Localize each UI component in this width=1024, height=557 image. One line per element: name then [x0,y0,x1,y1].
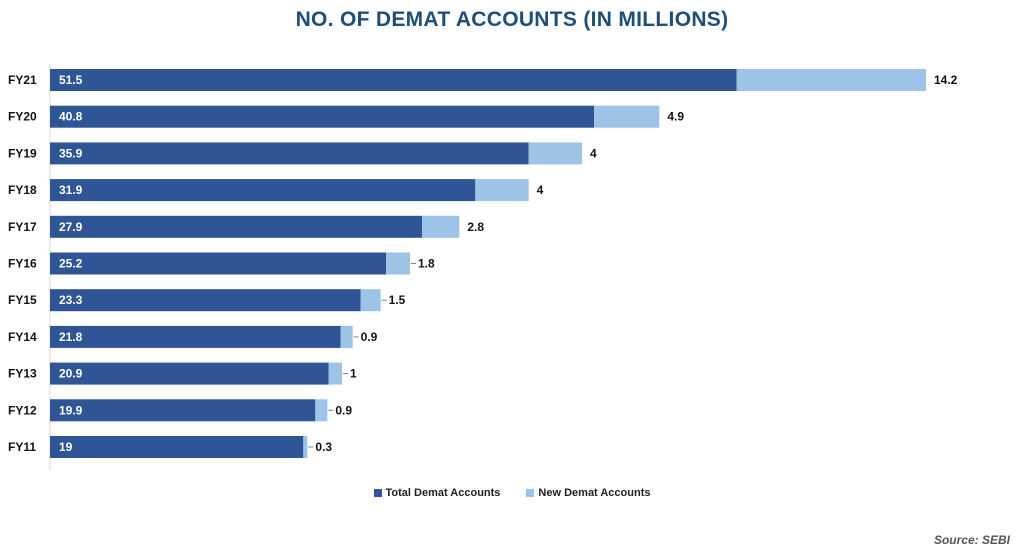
data-label-total: 27.9 [59,220,83,234]
data-label-new: 4 [590,146,597,160]
category-label: FY12 [8,403,37,417]
data-label-new: 1 [350,367,357,381]
data-label-new: 4.9 [667,110,684,124]
category-label: FY16 [8,257,37,271]
legend-swatch-new [526,489,535,497]
category-label: FY13 [8,367,37,381]
bar-new [386,252,410,275]
bar-total [50,436,304,458]
category-label: FY14 [8,330,37,344]
bar-total [50,362,329,385]
bar-total [50,215,422,238]
category-label: FY19 [8,146,37,160]
data-label-total: 40.8 [59,110,83,124]
bar-new [340,325,353,348]
source-note: Source: SEBI [933,533,1010,547]
data-label-total: 19 [59,440,73,454]
bar-new [303,436,308,458]
category-label: FY11 [8,440,36,454]
bar-new [328,362,342,385]
data-label-total: 21.8 [59,330,83,344]
bar-new [736,69,926,91]
bar-new [422,215,460,238]
data-label-total: 31.9 [59,183,83,197]
category-label: FY17 [8,220,37,234]
bar-total [50,69,737,91]
bar-new [594,105,660,128]
bar-total [50,142,529,165]
bar-total [50,399,316,422]
legend-swatch-total [373,489,382,497]
legend-label-new: New Demat Accounts [538,487,651,499]
chart-title: NO. OF DEMAT ACCOUNTS (IN MILLIONS) [295,8,729,31]
legend-item-total: Total Demat Accounts [373,487,501,499]
bar-new [475,179,529,202]
data-label-total: 20.9 [59,367,83,381]
data-label-total: 25.2 [59,257,83,271]
data-label-new: 0.3 [315,440,332,454]
data-label-new: 2.8 [467,220,484,234]
bar-total [50,179,476,202]
data-label-new: 1.8 [418,257,435,271]
data-label-new: 0.9 [361,330,378,344]
data-label-new: 14.2 [934,73,958,87]
bar-new [528,142,582,165]
data-label-new: 0.9 [335,403,352,417]
data-label-total: 51.5 [59,73,83,87]
category-label: FY21 [8,73,37,87]
legend: Total Demat Accounts New Demat Accounts [0,487,1024,499]
legend-item-new: New Demat Accounts [526,487,650,499]
bar-total [50,325,341,348]
data-label-new: 1.5 [389,293,406,307]
category-label: FY18 [8,183,37,197]
bar-total [50,105,594,128]
category-label: FY20 [8,110,37,124]
bar-new [315,399,328,422]
bar-new [360,289,381,312]
data-label-total: 23.3 [59,293,83,307]
legend-label-total: Total Demat Accounts [385,487,501,499]
bar-total [50,252,386,275]
data-label-total: 19.9 [59,403,83,417]
data-label-new: 4 [537,183,544,197]
bar-total [50,289,361,312]
category-label: FY15 [8,293,37,307]
data-label-total: 35.9 [59,146,83,160]
